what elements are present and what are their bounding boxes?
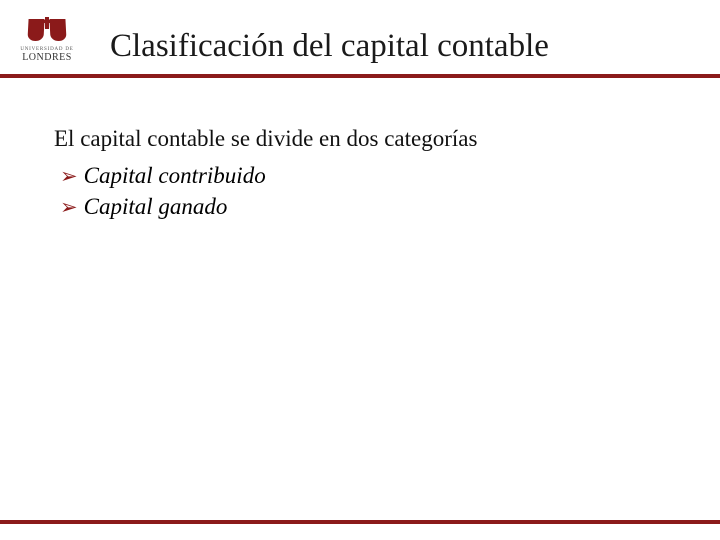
chevron-right-icon: ➢ xyxy=(60,193,78,221)
bullet-text: Capital contribuido xyxy=(84,160,266,191)
slide-header: UNIVERSIDAD DE LONDRES Clasificación del… xyxy=(0,0,720,72)
university-logo: UNIVERSIDAD DE LONDRES xyxy=(12,12,82,68)
footer-rule xyxy=(0,520,720,524)
logo-crest-icon xyxy=(25,17,69,45)
intro-text: El capital contable se divide en dos cat… xyxy=(54,126,672,152)
logo-org-name: LONDRES xyxy=(22,52,72,63)
list-item: ➢ Capital contribuido xyxy=(60,160,672,191)
bullet-text: Capital ganado xyxy=(84,191,228,222)
slide-body: El capital contable se divide en dos cat… xyxy=(0,78,720,222)
list-item: ➢ Capital ganado xyxy=(60,191,672,222)
slide-title: Clasificación del capital contable xyxy=(110,28,549,65)
bullet-list: ➢ Capital contribuido ➢ Capital ganado xyxy=(54,160,672,222)
chevron-right-icon: ➢ xyxy=(60,162,78,190)
